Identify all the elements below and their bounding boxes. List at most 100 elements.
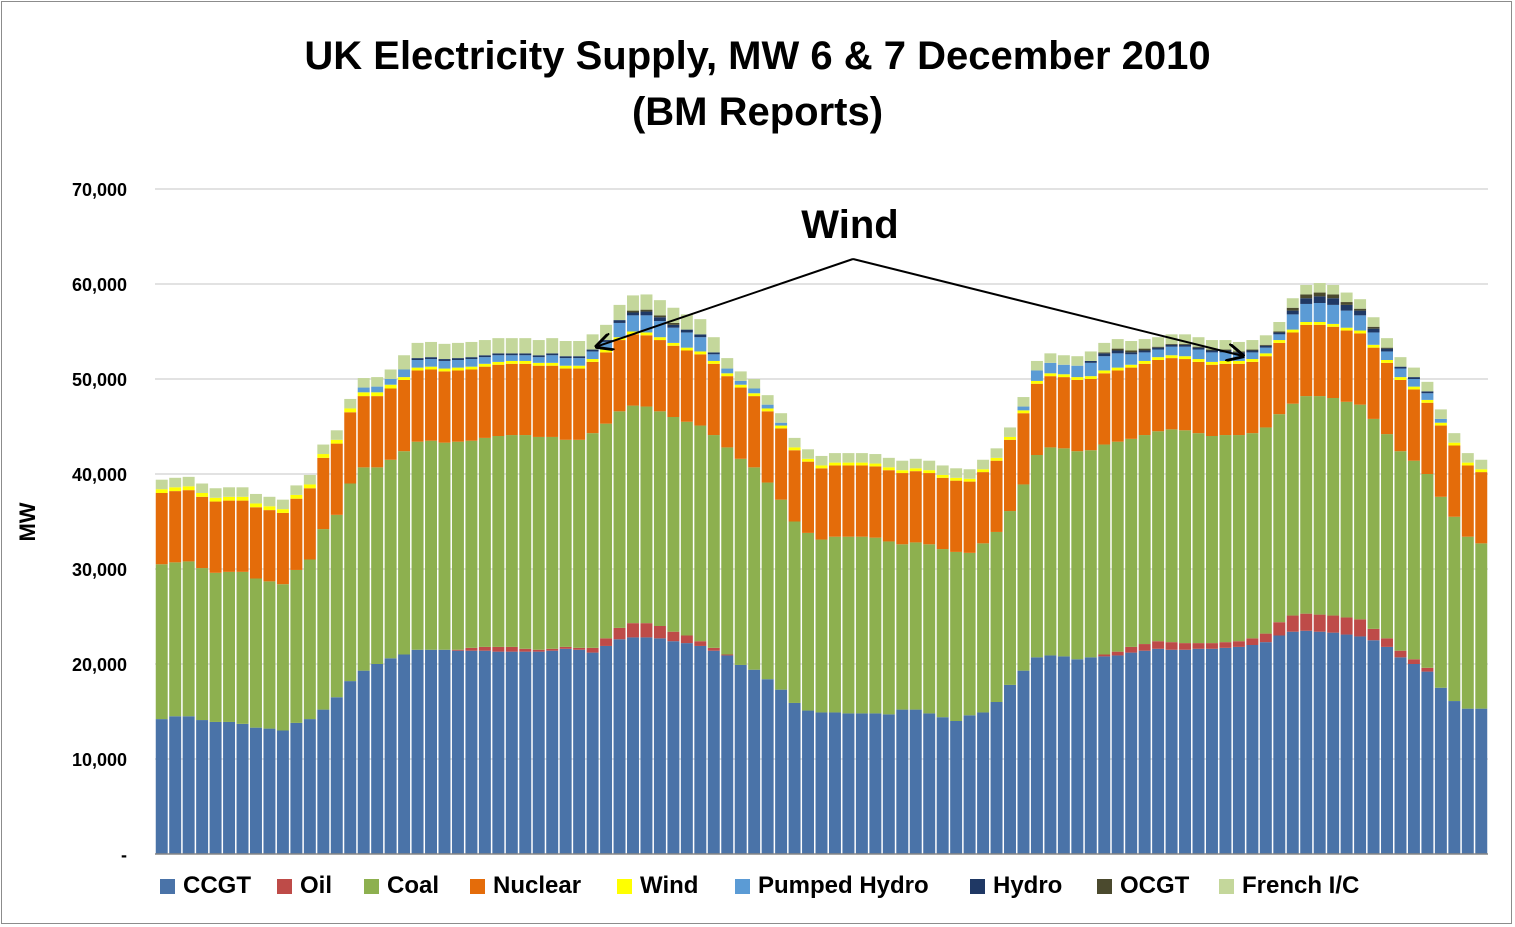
bar-ocgt	[1367, 326, 1380, 329]
legend-swatch	[277, 878, 292, 894]
bar-french-i-c	[398, 355, 411, 370]
bar-coal	[1461, 536, 1474, 709]
bar-ccgt	[1259, 642, 1272, 854]
bar-coal	[1138, 435, 1151, 645]
bar-ccgt	[1004, 684, 1016, 854]
y-tick-label: 60,000	[72, 275, 127, 295]
bar-french-i-c	[1192, 337, 1205, 347]
bar-oil	[1219, 642, 1232, 648]
annotation-arrow	[597, 258, 854, 347]
bar-hydro	[1084, 360, 1097, 363]
legend-item: Coal	[364, 872, 439, 900]
bar-wind	[209, 497, 222, 502]
bar-nuclear	[788, 450, 801, 522]
bar-oil	[1098, 654, 1111, 657]
bar-wind	[1273, 340, 1286, 343]
bar-oil	[1367, 628, 1380, 641]
bar-oil	[707, 647, 720, 651]
bar-pumped-hydro	[1179, 346, 1192, 357]
bar-pumped-hydro	[451, 360, 464, 368]
legend-label: Wind	[640, 872, 699, 899]
bar-pumped-hydro	[1017, 406, 1030, 411]
bar-oil	[1300, 613, 1313, 631]
bar-pumped-hydro	[519, 355, 532, 361]
bar-wind	[290, 494, 303, 499]
bar-french-i-c	[600, 324, 613, 341]
bar-ccgt	[236, 723, 249, 854]
bar-pumped-hydro	[1057, 364, 1070, 375]
bar-wind	[721, 373, 734, 377]
legend-label: French I/C	[1242, 872, 1360, 899]
bar-wind	[707, 360, 720, 364]
bar-ccgt	[1030, 657, 1043, 854]
bar-wind	[1138, 360, 1151, 364]
bar-coal	[1152, 431, 1165, 642]
bar-ccgt	[519, 651, 532, 854]
bar-ccgt	[936, 717, 949, 854]
bar-french-i-c	[828, 453, 841, 463]
bar-oil	[1205, 643, 1218, 649]
bar-pumped-hydro	[1394, 368, 1407, 378]
bar-coal	[478, 437, 491, 647]
bar-wind	[950, 477, 963, 481]
bar-french-i-c	[1111, 339, 1124, 349]
bar-ccgt	[869, 713, 882, 854]
bar-coal	[1125, 438, 1138, 647]
bar-coal	[1367, 418, 1380, 629]
bar-ccgt	[909, 709, 922, 854]
bar-coal	[761, 482, 774, 680]
bar-french-i-c	[223, 487, 236, 497]
bar-coal	[1273, 414, 1286, 623]
bar-nuclear	[721, 376, 734, 448]
bar-pumped-hydro	[492, 355, 505, 362]
bar-french-i-c	[1098, 342, 1111, 353]
bar-ccgt	[1017, 670, 1030, 854]
bar-ccgt	[1192, 648, 1205, 854]
bar-coal	[694, 425, 707, 642]
bar-nuclear	[371, 396, 384, 468]
bar-french-i-c	[640, 294, 653, 310]
bar-nuclear	[1205, 364, 1218, 436]
bar-french-i-c	[1017, 397, 1030, 407]
bar-hydro	[1367, 328, 1380, 333]
bar-oil	[492, 646, 505, 652]
bar-nuclear	[573, 368, 586, 440]
bar-nuclear	[855, 465, 868, 537]
bar-ccgt	[1434, 687, 1447, 854]
bar-ccgt	[1138, 650, 1151, 854]
bar-ocgt	[653, 315, 666, 318]
bar-coal	[1071, 451, 1084, 660]
bar-nuclear	[1246, 361, 1259, 434]
bar-oil	[694, 641, 707, 646]
bar-oil	[1354, 619, 1367, 637]
bar-hydro	[1111, 350, 1124, 354]
legend-label: Pumped Hydro	[758, 872, 929, 899]
bar-wind	[1461, 462, 1474, 466]
bar-wind	[344, 408, 357, 413]
legend-item: French I/C	[1219, 872, 1359, 900]
bar-wind	[196, 493, 209, 497]
bar-ccgt	[600, 645, 613, 854]
bar-wind	[236, 496, 249, 501]
bar-oil	[1165, 642, 1178, 650]
bar-french-i-c	[882, 457, 895, 468]
bar-hydro	[707, 352, 720, 355]
y-tick-labels: - 10,000 20,000 30,000 40,000 50,000 60,000 70,…	[72, 180, 127, 865]
legend-swatch	[160, 878, 175, 894]
bar-hydro	[694, 334, 707, 338]
legend-item: Hydro	[970, 872, 1062, 900]
bar-ccgt	[694, 645, 707, 854]
bar-pumped-hydro	[1300, 303, 1313, 322]
bar-coal	[1421, 474, 1434, 668]
bar-ccgt	[1125, 652, 1138, 854]
bar-coal	[169, 562, 182, 717]
bar-french-i-c	[478, 340, 491, 356]
bar-coal	[1165, 429, 1178, 643]
bar-ccgt	[586, 652, 599, 854]
bar-nuclear	[1300, 324, 1313, 397]
bar-french-i-c	[788, 437, 801, 448]
bar-wind	[640, 332, 653, 336]
bar-ccgt	[1179, 649, 1192, 854]
bar-oil	[573, 647, 586, 650]
bar-nuclear	[653, 340, 666, 412]
